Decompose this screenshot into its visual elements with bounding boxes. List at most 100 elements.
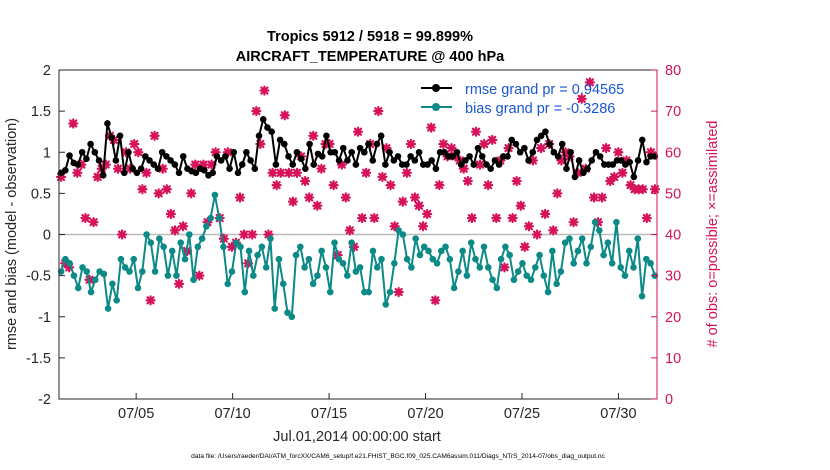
rmse-marker <box>230 148 238 156</box>
rmse-marker <box>213 153 221 160</box>
x-tick-label: 07/05 <box>118 406 154 422</box>
obs-marker <box>226 241 237 252</box>
chart-title-line2: AIRCRAFT_TEMPERATURE @ 400 hPa <box>236 49 505 65</box>
obs-marker <box>491 212 502 224</box>
bias-marker <box>600 251 607 259</box>
obs-marker <box>417 221 429 232</box>
obs-marker <box>385 180 396 191</box>
obs-marker <box>515 200 526 211</box>
rmse-marker <box>133 169 141 177</box>
rmse-marker <box>83 155 90 163</box>
bias-marker <box>147 239 155 247</box>
left-tick-label: -2 <box>38 392 51 408</box>
rmse-marker <box>588 157 596 164</box>
bias-marker <box>203 222 210 230</box>
right-axis: 0 10 20 30 40 50 60 70 80 <box>651 63 681 408</box>
obs-marker <box>397 196 408 207</box>
obs-marker <box>377 171 388 183</box>
bias-marker <box>429 255 437 263</box>
bias-marker <box>408 264 415 271</box>
rmse-marker <box>318 153 326 160</box>
left-tick-label: 2 <box>43 63 51 79</box>
obs-marker <box>413 200 425 211</box>
x-tick-label: 07/20 <box>407 406 443 422</box>
rmse-marker <box>550 148 558 156</box>
bias-marker <box>267 235 274 242</box>
obs-marker <box>458 163 469 174</box>
obs-marker <box>462 175 473 187</box>
obs-marker <box>645 147 656 158</box>
rmse-marker <box>504 153 511 160</box>
rmse-marker <box>634 157 642 164</box>
left-tick-label: -0.5 <box>26 269 51 285</box>
bias-marker <box>510 276 518 284</box>
rmse-marker <box>259 116 267 123</box>
bias-marker <box>194 243 202 251</box>
bias-marker <box>412 235 419 242</box>
bias-marker <box>70 272 78 279</box>
bias-marker <box>297 243 304 251</box>
obs-marker <box>548 225 559 236</box>
obs-marker <box>369 212 380 224</box>
rmse-marker <box>533 136 541 144</box>
rmse-marker <box>382 161 389 168</box>
bias-marker <box>79 264 86 271</box>
x-tick-label: 07/30 <box>600 406 636 422</box>
obs-marker <box>637 184 648 195</box>
right-tick-label: 30 <box>665 269 681 285</box>
obs-marker <box>157 163 168 174</box>
bias-marker <box>463 272 471 279</box>
obs-marker <box>112 163 124 174</box>
bias-marker <box>326 288 334 296</box>
obs-marker <box>129 138 140 150</box>
rmse-marker <box>596 153 604 160</box>
rmse-marker <box>525 157 532 164</box>
obs-marker <box>255 138 266 150</box>
legend: rmse grand pr = 0.94565 bias grand pr = … <box>421 82 624 117</box>
obs-marker <box>267 167 278 178</box>
obs-marker <box>434 180 445 191</box>
obs-marker <box>55 171 67 183</box>
rmse-marker <box>112 157 120 164</box>
bias-marker <box>540 272 548 279</box>
bias-marker <box>117 255 125 263</box>
bias-marker <box>570 259 578 267</box>
obs-marker <box>251 106 262 117</box>
bias-marker <box>173 272 180 279</box>
rmse-marker <box>116 132 124 140</box>
bias-marker <box>638 292 646 300</box>
rmse-marker <box>163 153 170 160</box>
obs-marker <box>287 196 299 207</box>
rmse-marker <box>415 148 423 156</box>
legend-bias-marker <box>432 103 440 111</box>
obs-marker <box>348 241 360 252</box>
left-tick-label: 1.5 <box>31 104 51 120</box>
obs-marker <box>316 163 327 174</box>
rmse-marker <box>331 148 339 156</box>
rmse-markers <box>57 116 659 181</box>
obs-marker <box>76 159 87 170</box>
bias-marker <box>506 251 513 259</box>
obs-marker <box>328 180 339 191</box>
rmse-marker <box>142 153 149 160</box>
rmse-marker <box>335 157 343 164</box>
rmse-marker <box>643 158 650 166</box>
bias-marker <box>258 243 266 251</box>
bias-marker <box>549 247 556 255</box>
obs-marker <box>466 212 478 224</box>
rmse-marker <box>66 152 73 159</box>
left-tick-label: 0.5 <box>31 186 51 202</box>
obs-marker <box>373 106 384 117</box>
rmse-marker <box>281 140 288 148</box>
right-tick-label: 0 <box>665 392 673 408</box>
obs-marker <box>438 138 449 150</box>
obs-marker <box>352 126 364 137</box>
bias-marker <box>143 231 150 238</box>
bias-marker <box>279 280 287 288</box>
bias-marker <box>625 247 633 255</box>
obs-marker <box>393 286 404 298</box>
bias-marker <box>104 305 112 312</box>
rmse-marker <box>466 153 473 160</box>
rmse-marker <box>192 169 200 177</box>
bias-marker <box>621 272 629 279</box>
